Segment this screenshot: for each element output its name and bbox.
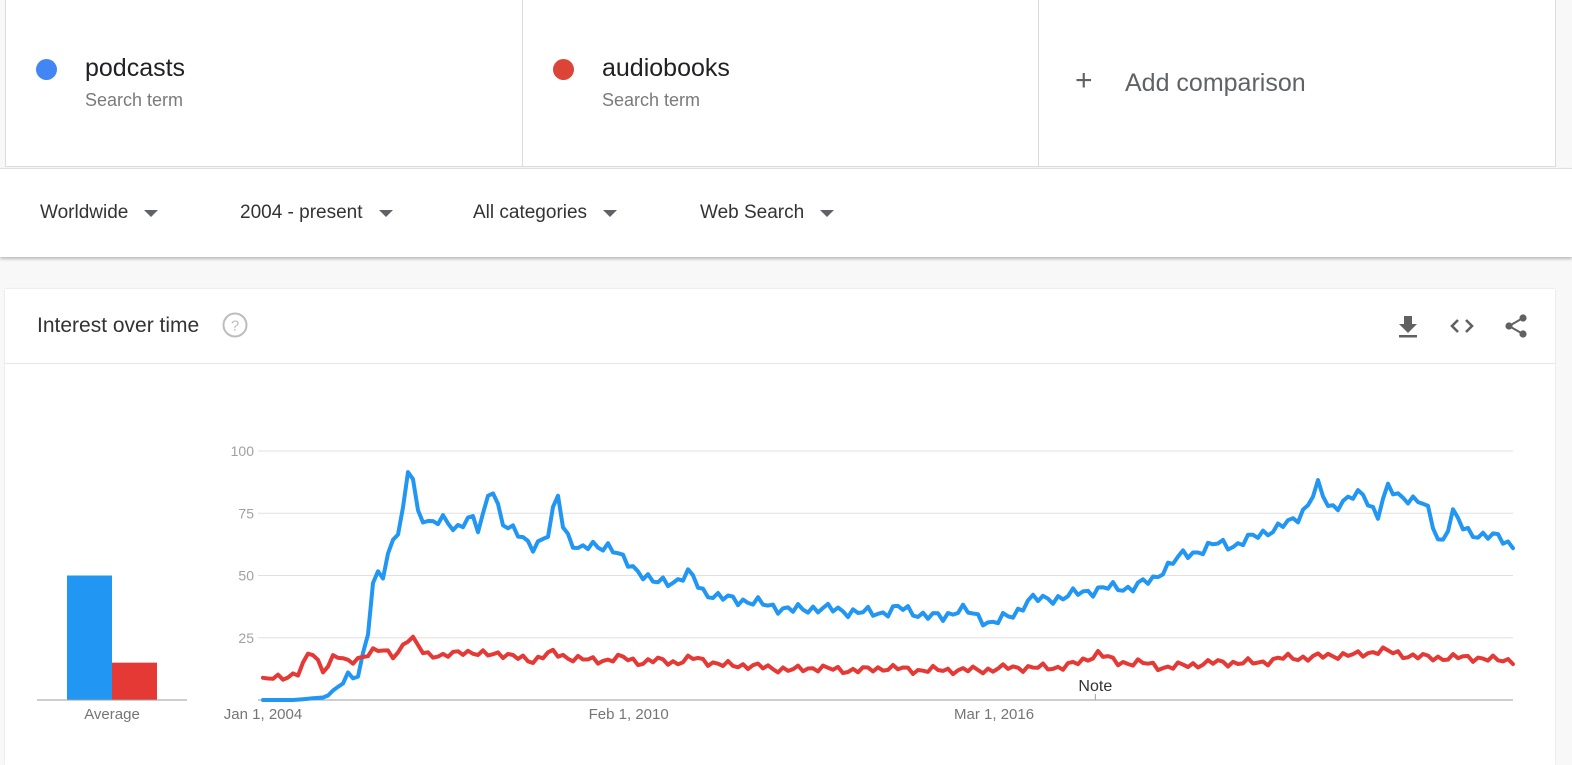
average-bar-podcasts xyxy=(67,575,112,700)
filter-bar: Worldwide 2004 - present All categories … xyxy=(0,168,1572,257)
term-name: audiobooks xyxy=(602,54,730,82)
help-icon[interactable]: ? xyxy=(222,312,248,338)
interest-chart: 25 50 75 100 Jan 1, 2004 Feb 1, 2010 Mar 1, 20… xyxy=(37,443,1515,723)
x-tick-label: Jan 1, 2004 xyxy=(224,706,302,723)
x-tick-label: Feb 1, 2010 xyxy=(589,706,669,723)
interest-over-time-card: Interest over time ? 25 50 75 100 Jan 1, 200… xyxy=(5,289,1555,765)
caret-down-icon xyxy=(603,210,618,217)
add-comparison-button[interactable]: + Add comparison xyxy=(1038,0,1556,167)
category-value: All categories xyxy=(473,202,588,223)
average-label: Average xyxy=(84,706,140,723)
term-card-audiobooks[interactable]: audiobooks Search term xyxy=(522,0,1039,167)
series-color-dot xyxy=(36,59,57,80)
caret-down-icon xyxy=(144,210,159,217)
time-range-value: 2004 - present xyxy=(240,202,363,223)
term-subtitle: Search term xyxy=(602,90,701,110)
region-dropdown[interactable]: Worldwide xyxy=(40,202,159,224)
search-type-dropdown[interactable]: Web Search xyxy=(700,202,835,224)
y-tick-label: 75 xyxy=(238,505,254,521)
y-tick-label: 25 xyxy=(238,630,254,646)
x-tick-label: Mar 1, 2016 xyxy=(954,706,1034,723)
y-tick-label: 100 xyxy=(231,443,255,459)
share-icon[interactable] xyxy=(1502,312,1530,340)
term-card-podcasts[interactable]: podcasts Search term xyxy=(5,0,523,167)
average-bar-audiobooks xyxy=(112,662,157,700)
plus-icon: + xyxy=(1075,64,1093,97)
term-subtitle: Search term xyxy=(85,90,184,110)
y-tick-label: 50 xyxy=(238,568,254,584)
search-type-value: Web Search xyxy=(700,202,805,223)
svg-text:?: ? xyxy=(231,318,239,335)
note-annotation: Note xyxy=(1078,678,1112,695)
comparison-bar: podcasts Search term audiobooks Search t… xyxy=(0,0,1572,168)
embed-code-icon[interactable] xyxy=(1448,312,1476,340)
caret-down-icon xyxy=(378,210,393,217)
category-dropdown[interactable]: All categories xyxy=(473,202,618,224)
add-comparison-label: Add comparison xyxy=(1125,69,1306,97)
region-value: Worldwide xyxy=(40,202,129,223)
caret-down-icon xyxy=(820,210,835,217)
term-name: podcasts xyxy=(85,54,186,82)
series-line-audiobooks xyxy=(261,634,1515,682)
series-color-dot xyxy=(553,59,574,80)
time-range-dropdown[interactable]: 2004 - present xyxy=(240,202,393,224)
card-header: Interest over time ? xyxy=(5,289,1555,364)
download-icon[interactable] xyxy=(1394,312,1422,340)
card-title: Interest over time xyxy=(37,314,200,337)
series-line-podcasts xyxy=(261,470,1515,702)
